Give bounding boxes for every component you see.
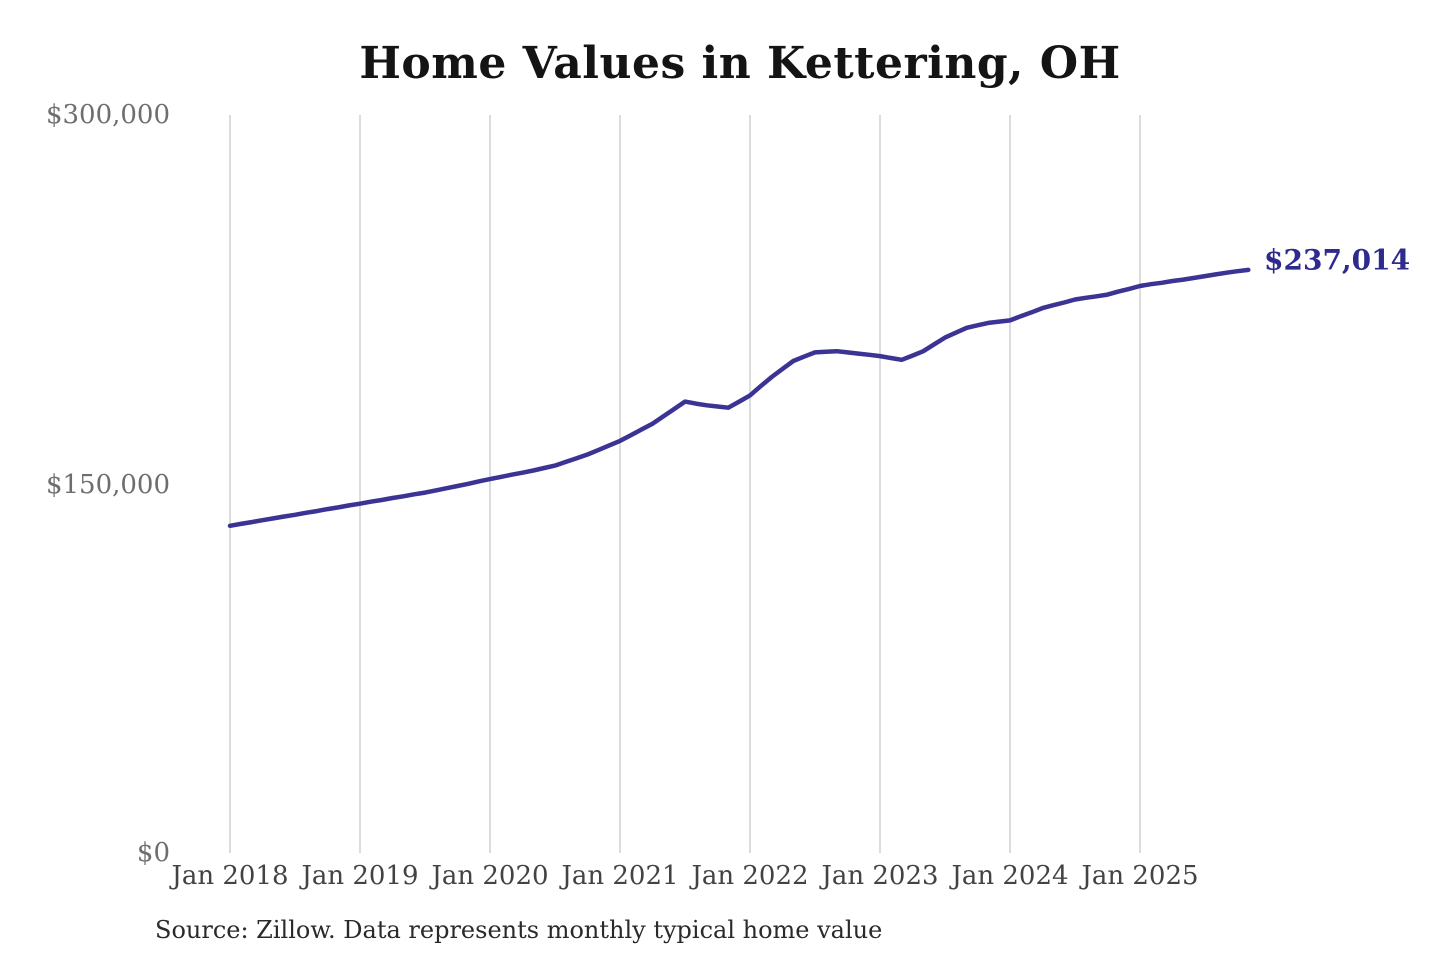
source-note: Source: Zillow. Data represents monthly … — [155, 916, 883, 944]
y-tick-label-0: $0 — [136, 838, 170, 868]
x-tick-jan-2023: Jan 2023 — [821, 861, 939, 891]
x-tick-jan-2024: Jan 2024 — [951, 861, 1069, 891]
x-tick-jan-2021: Jan 2021 — [561, 861, 679, 891]
x-tick-jan-2019: Jan 2019 — [301, 861, 419, 891]
y-tick-label-300k: $300,000 — [45, 100, 170, 130]
latest-value-label: $237,014 — [1264, 243, 1411, 277]
home-value-line — [227, 267, 1251, 529]
y-tick-label-150k: $150,000 — [45, 470, 170, 500]
x-tick-jan-2018: Jan 2018 — [171, 861, 289, 891]
year-gridlines — [229, 115, 1141, 853]
chart-title: Home Values in Kettering, OH — [359, 38, 1121, 89]
x-tick-jan-2020: Jan 2020 — [431, 861, 549, 891]
x-tick-jan-2022: Jan 2022 — [691, 861, 809, 891]
x-tick-jan-2025: Jan 2025 — [1081, 861, 1199, 891]
